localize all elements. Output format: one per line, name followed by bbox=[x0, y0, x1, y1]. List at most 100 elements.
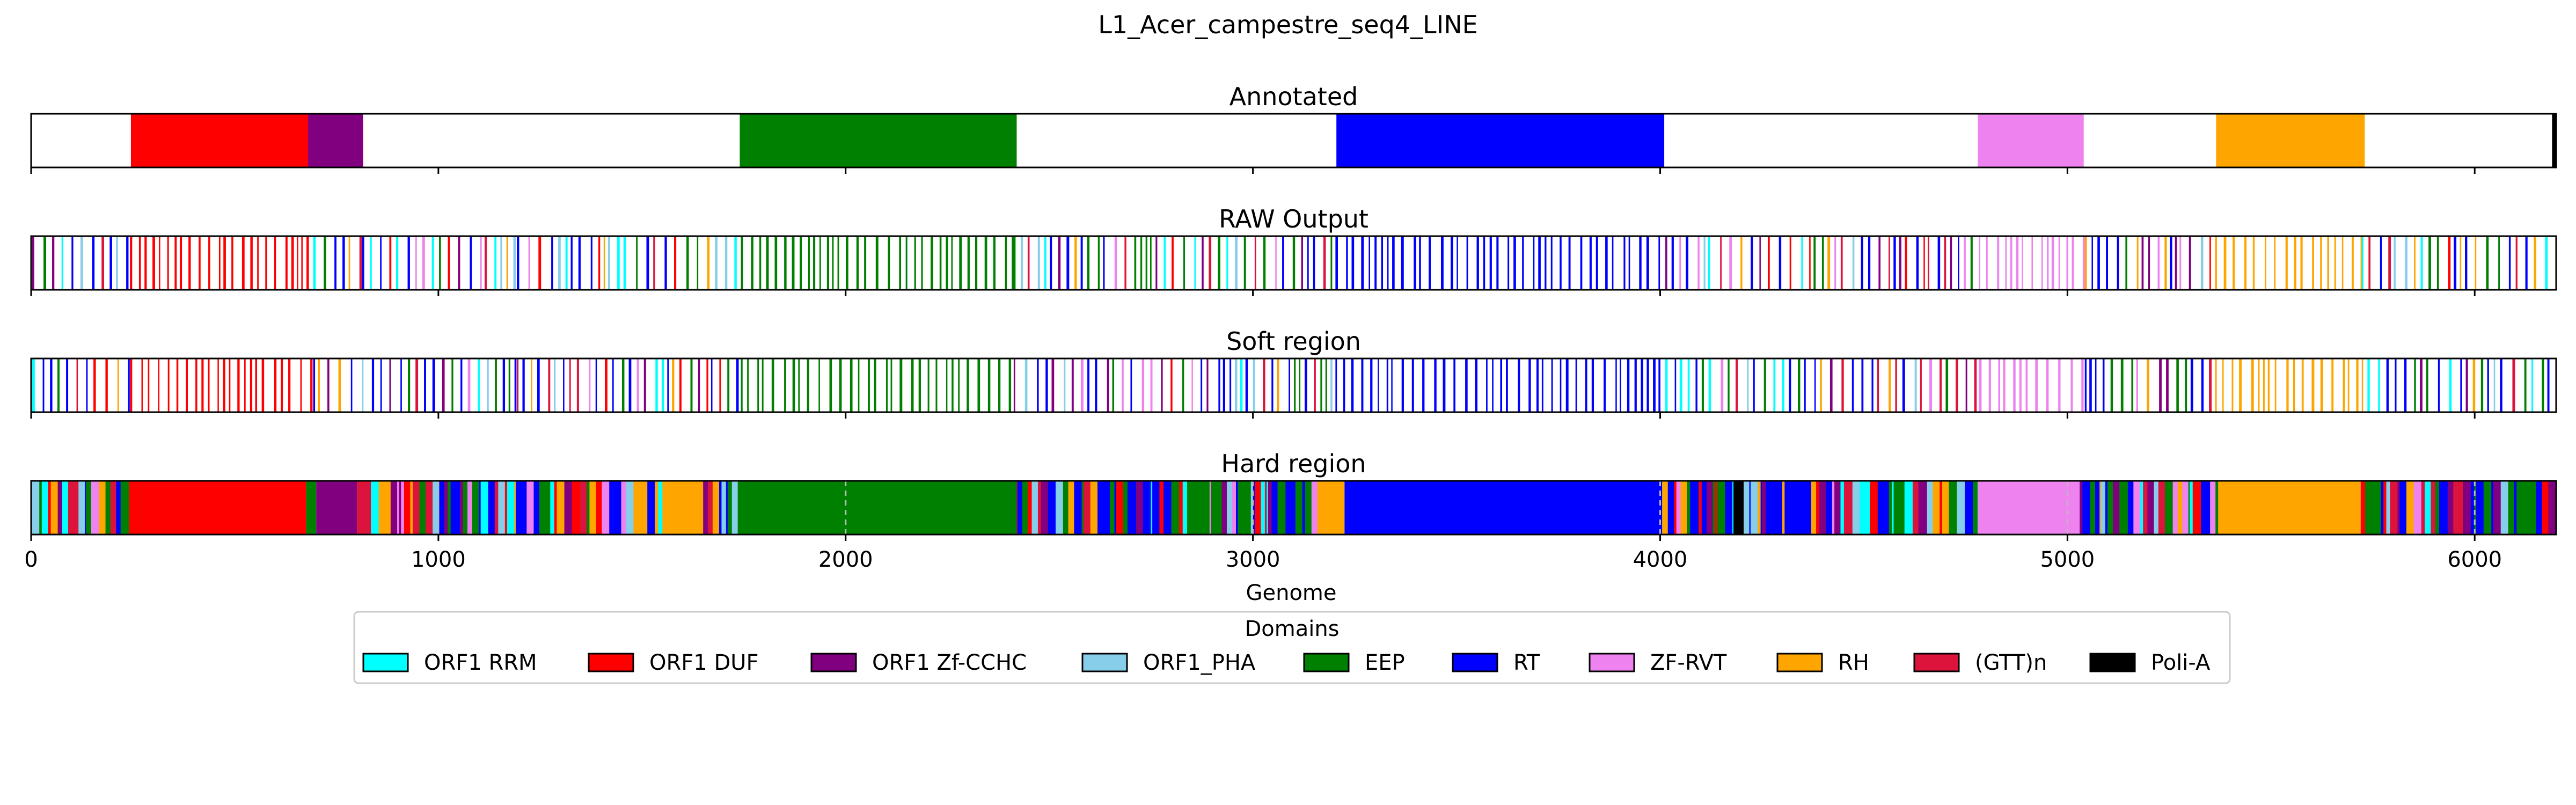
domain-stripe-mix bbox=[690, 358, 693, 412]
domain-stripe-mix bbox=[1277, 358, 1279, 412]
domain-stripe-mix bbox=[2169, 236, 2172, 290]
domain-stripe-rt bbox=[1506, 358, 1508, 412]
legend-swatch bbox=[1913, 653, 1960, 672]
domain-stripe-mix bbox=[1759, 236, 1761, 290]
domain-block-mixed bbox=[2365, 481, 2373, 535]
domain-stripe-eep bbox=[918, 358, 921, 412]
legend-label: RH bbox=[1838, 650, 1869, 675]
domain-block-mixed bbox=[2188, 481, 2190, 535]
domain-stripe-mix bbox=[711, 358, 713, 412]
domain-stripe-mix bbox=[431, 236, 434, 290]
domain-block-mixed bbox=[2164, 481, 2174, 535]
domain-block-mixed bbox=[1204, 481, 1210, 535]
domain-stripe-eep bbox=[951, 236, 953, 290]
domain-stripe-mix bbox=[487, 358, 489, 412]
domain-stripe-mix bbox=[1914, 358, 1917, 412]
domain-stripe-zfrvt bbox=[2082, 236, 2085, 290]
domain-block-mixed bbox=[419, 481, 426, 535]
domain-stripe-rh bbox=[2341, 236, 2344, 290]
domain-stripe-duf bbox=[288, 358, 291, 412]
domain-stripe-mix bbox=[1134, 236, 1137, 290]
domain-block-mixed bbox=[1311, 481, 1318, 535]
domain-block-mixed bbox=[2147, 481, 2155, 535]
domain-stripe-mix bbox=[1095, 358, 1097, 412]
domain-stripe-rt bbox=[1346, 236, 1348, 290]
domain-block-mixed bbox=[1264, 481, 1267, 535]
domain-stripe-rh bbox=[2286, 358, 2289, 412]
track-frame bbox=[30, 113, 2557, 169]
domain-block-rh bbox=[2218, 481, 2361, 535]
domain-stripe-mix bbox=[1665, 236, 1667, 290]
domain-stripe-mix bbox=[348, 236, 350, 290]
domain-stripe-rh bbox=[2258, 358, 2260, 412]
domain-block-mixed bbox=[450, 481, 457, 535]
domain-stripe-zfrvt bbox=[2035, 358, 2038, 412]
domain-stripe-mix bbox=[2110, 358, 2113, 412]
domain-stripe-mix bbox=[2428, 236, 2431, 290]
domain-block-mixed bbox=[2177, 481, 2183, 535]
domain-stripe-rt bbox=[1628, 236, 1630, 290]
domain-stripe-mix bbox=[2475, 236, 2477, 290]
domain-stripe-duf bbox=[274, 236, 276, 290]
domain-stripe-eep bbox=[987, 358, 991, 412]
domain-block-mixed bbox=[1721, 481, 1725, 535]
domain-stripe-eep bbox=[921, 236, 923, 290]
domain-stripe-mix bbox=[1679, 236, 1681, 290]
domain-stripe-rh bbox=[2360, 236, 2362, 290]
domain-block-mixed bbox=[2192, 481, 2201, 535]
domain-stripe-eep bbox=[911, 358, 914, 412]
domain-block-mixed bbox=[397, 481, 400, 535]
domain-stripe-duf bbox=[274, 358, 277, 412]
domain-block-mixed bbox=[1840, 481, 1845, 535]
domain-stripe-eep bbox=[792, 358, 795, 412]
domain-stripe-mix bbox=[2436, 236, 2439, 290]
domain-block-mixed bbox=[1081, 481, 1084, 535]
domain-stripe-mix bbox=[389, 358, 391, 412]
domain-stripe-mix bbox=[537, 358, 540, 412]
domain-stripe-mix bbox=[1294, 358, 1296, 412]
domain-stripe-rt bbox=[1361, 236, 1364, 290]
domain-stripe-mix bbox=[1050, 236, 1052, 290]
domain-stripe-duf bbox=[199, 236, 201, 290]
domain-stripe-mix bbox=[1697, 236, 1700, 290]
domain-stripe-mix bbox=[2395, 358, 2397, 412]
domain-block-mixed bbox=[1744, 481, 1750, 535]
domain-block-mixed bbox=[2135, 481, 2141, 535]
domain-stripe-mix bbox=[1191, 358, 1193, 412]
domain-block-mixed bbox=[1163, 481, 1172, 535]
domain-block-mixed bbox=[1699, 481, 1702, 535]
domain-stripe-mix bbox=[1708, 358, 1711, 412]
domain-block-mixed bbox=[1090, 481, 1098, 535]
domain-stripe-rt bbox=[1475, 358, 1478, 412]
domain-stripe-duf bbox=[231, 236, 233, 290]
domain-block-mixed bbox=[1791, 481, 1800, 535]
domain-stripe-eep bbox=[993, 236, 996, 290]
domain-stripe-mix bbox=[2394, 236, 2396, 290]
domain-stripe-duf bbox=[300, 358, 302, 412]
domain-stripe-mix bbox=[1254, 236, 1256, 290]
domain-stripe-mix bbox=[667, 358, 669, 412]
domain-stripe-mix bbox=[2545, 236, 2548, 290]
domain-stripe-mix bbox=[117, 358, 119, 412]
domain-stripe-eep bbox=[967, 236, 970, 290]
domain-block-mixed bbox=[1893, 481, 1901, 535]
domain-stripe-mix bbox=[2148, 236, 2150, 290]
domain-block-mixed bbox=[1226, 481, 1233, 535]
domain-stripe-rt bbox=[1615, 358, 1617, 412]
domain-block-mixed bbox=[2215, 481, 2219, 535]
domain-block-mixed bbox=[2491, 481, 2494, 535]
domain-stripe-mix bbox=[2361, 358, 2363, 412]
domain-stripe-mix bbox=[653, 236, 655, 290]
domain-block-mixed bbox=[480, 481, 489, 535]
domain-block-mixed bbox=[1799, 481, 1808, 535]
domain-stripe-mix bbox=[1013, 236, 1016, 290]
domain-stripe-duf bbox=[306, 236, 309, 290]
domain-block-mixed bbox=[1816, 481, 1820, 535]
domain-stripe-mix bbox=[1877, 358, 1879, 412]
domain-block-mixed bbox=[2200, 481, 2207, 535]
legend-item-gtt: (GTT)n bbox=[1913, 650, 2047, 675]
domain-stripe-rt bbox=[1496, 236, 1499, 290]
domain-stripe-mix bbox=[2465, 358, 2468, 412]
domain-block-mixed bbox=[1302, 481, 1306, 535]
domain-stripe-mix bbox=[1916, 236, 1919, 290]
